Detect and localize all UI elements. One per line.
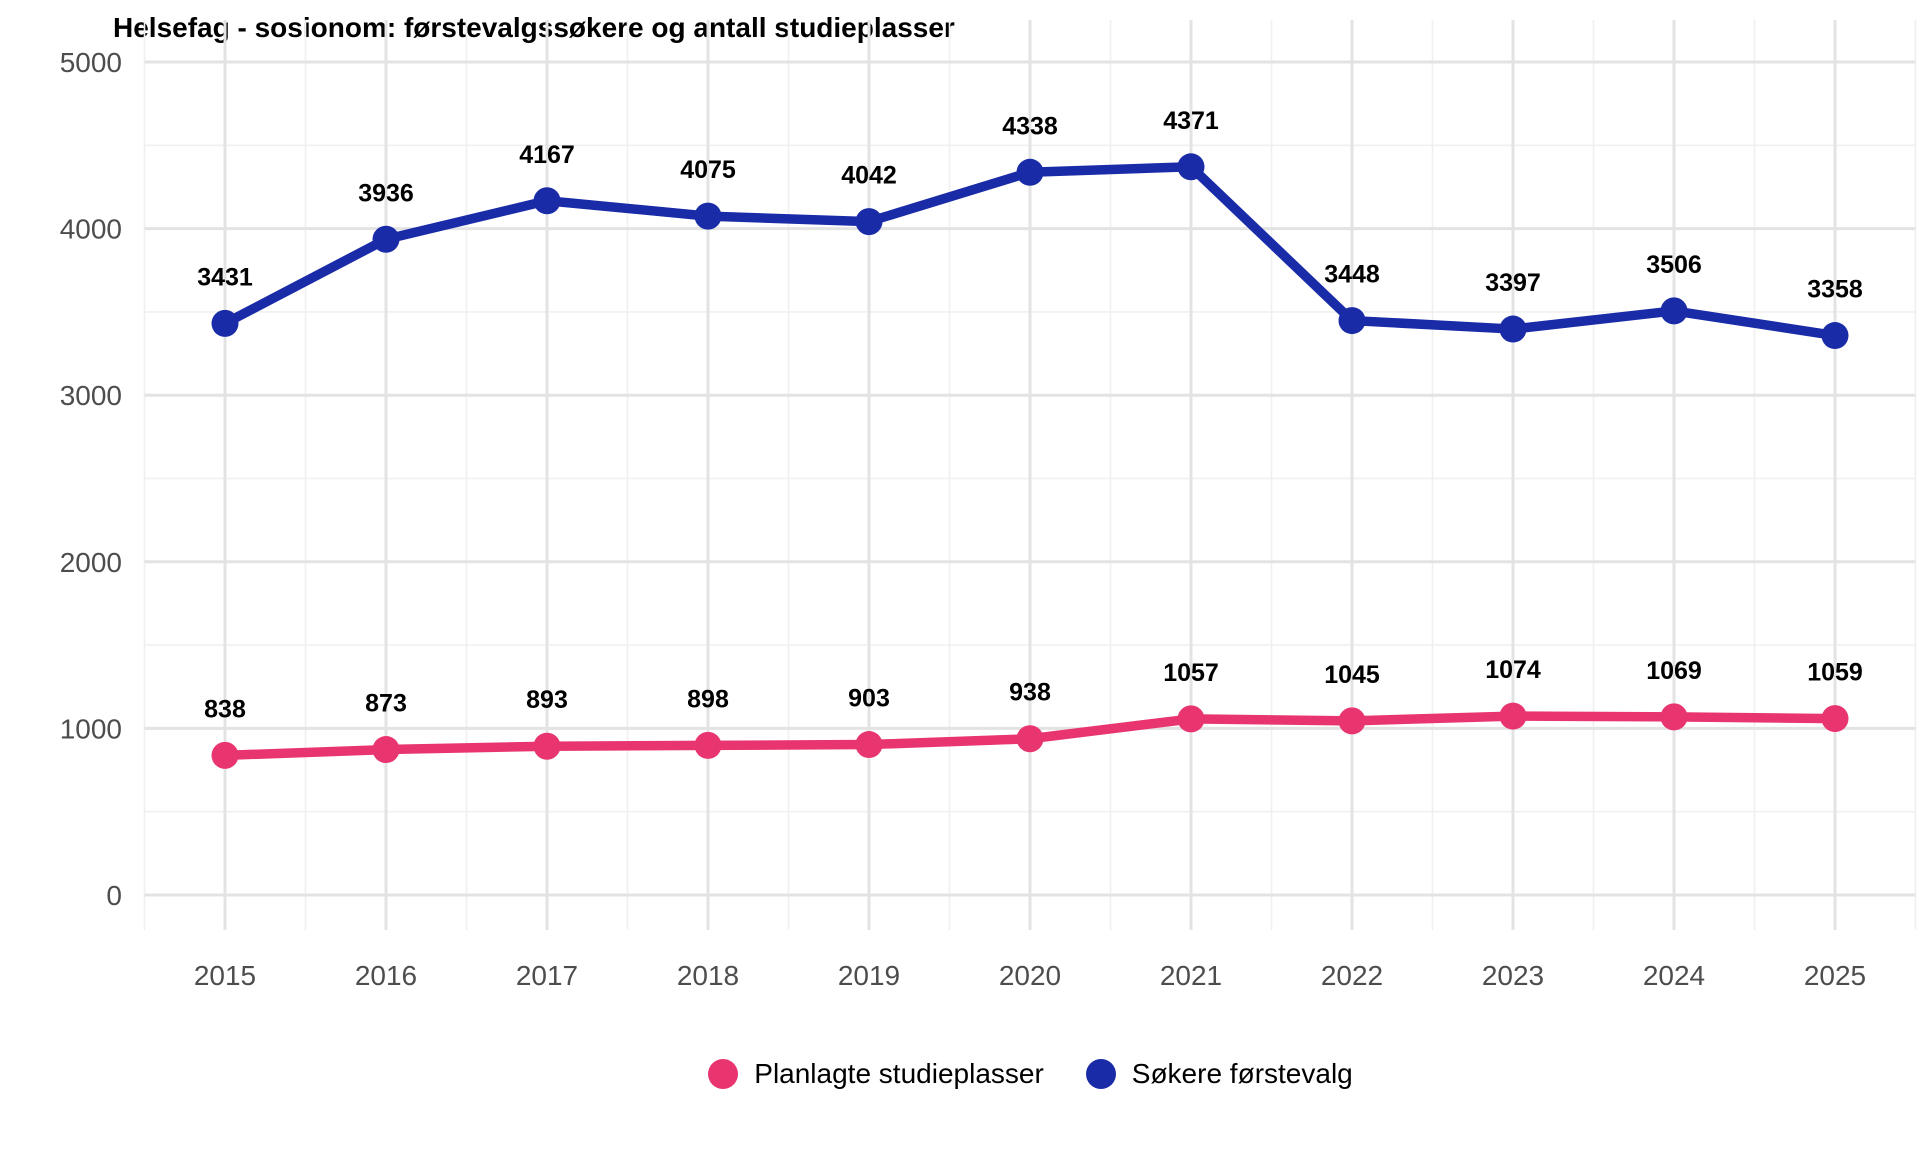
data-point-1-2024 (1660, 297, 1688, 325)
x-axis-tick-label: 2017 (516, 960, 578, 991)
data-point-label-0-2020: 938 (1009, 679, 1051, 707)
data-point-0-2022 (1338, 707, 1366, 735)
data-point-label-1-2017: 4167 (519, 141, 575, 169)
y-axis-tick-label: 0 (106, 880, 122, 911)
y-axis-tick-label: 3000 (60, 380, 122, 411)
data-point-label-1-2021: 4371 (1163, 107, 1219, 135)
x-axis-tick-label: 2025 (1804, 960, 1866, 991)
data-point-1-2021 (1177, 153, 1205, 181)
legend-swatch-icon (708, 1059, 739, 1089)
chart-title: Helsefag - sosionom: førstevalgssøkere o… (113, 12, 955, 43)
data-point-label-0-2016: 873 (365, 690, 407, 718)
data-point-0-2017 (533, 732, 561, 760)
data-point-label-1-2023: 3397 (1485, 269, 1541, 297)
data-point-label-1-2022: 3448 (1324, 261, 1380, 289)
x-axis-tick-label: 2021 (1160, 960, 1222, 991)
data-point-label-0-2018: 898 (687, 685, 729, 713)
x-axis-tick-label: 2024 (1643, 960, 1705, 991)
data-point-0-2021 (1177, 705, 1205, 733)
data-point-0-2016 (372, 736, 400, 764)
data-point-1-2020 (1016, 158, 1044, 186)
legend-label: Planlagte studieplasser (754, 1058, 1044, 1089)
data-point-0-2020 (1016, 725, 1044, 753)
x-axis-tick-label: 2018 (677, 960, 739, 991)
y-axis-tick-label: 4000 (60, 214, 122, 245)
data-point-0-2023 (1499, 702, 1527, 730)
data-point-label-1-2016: 3936 (358, 179, 414, 207)
chart-legend: Planlagte studieplasser Søkere førstevalg (145, 1058, 1916, 1090)
data-point-1-2016 (372, 225, 400, 253)
data-point-label-1-2018: 4075 (680, 156, 736, 184)
data-point-label-0-2025: 1059 (1807, 659, 1863, 687)
data-point-label-1-2020: 4338 (1002, 112, 1058, 140)
y-axis-tick-label: 2000 (60, 547, 122, 578)
data-point-label-1-2019: 4042 (841, 162, 897, 190)
y-axis-tick-label: 5000 (60, 47, 122, 78)
data-point-0-2018 (694, 731, 722, 759)
data-point-1-2019 (855, 208, 883, 236)
data-point-label-1-2024: 3506 (1646, 251, 1702, 279)
data-point-label-0-2017: 893 (526, 686, 568, 714)
data-point-label-1-2025: 3358 (1807, 276, 1863, 304)
data-point-label-0-2021: 1057 (1163, 659, 1219, 687)
data-point-label-1-2015: 3431 (197, 263, 253, 291)
x-axis-tick-label: 2015 (194, 960, 256, 991)
legend-label: Søkere førstevalg (1131, 1058, 1353, 1089)
x-axis-tick-label: 2023 (1482, 960, 1544, 991)
legend-swatch-icon (1085, 1059, 1116, 1089)
data-point-label-0-2015: 838 (204, 695, 246, 723)
data-point-1-2023 (1499, 315, 1527, 343)
x-axis-tick-label: 2020 (999, 960, 1061, 991)
y-axis-tick-label: 1000 (60, 713, 122, 744)
data-point-1-2017 (533, 187, 561, 215)
data-point-0-2019 (855, 731, 883, 759)
data-point-0-2024 (1660, 703, 1688, 731)
data-point-1-2025 (1821, 322, 1849, 350)
x-axis-tick-label: 2019 (838, 960, 900, 991)
data-point-1-2015 (211, 309, 239, 337)
data-point-1-2018 (694, 202, 722, 230)
legend-item: Søkere førstevalg (1085, 1058, 1353, 1090)
data-point-1-2022 (1338, 307, 1366, 335)
data-point-label-0-2023: 1074 (1485, 656, 1541, 684)
x-axis-tick-label: 2016 (355, 960, 417, 991)
data-point-0-2015 (211, 741, 239, 769)
x-axis-tick-label: 2022 (1321, 960, 1383, 991)
data-point-label-0-2019: 903 (848, 685, 890, 713)
data-point-0-2025 (1821, 705, 1849, 733)
data-point-label-0-2022: 1045 (1324, 661, 1380, 689)
data-point-label-0-2024: 1069 (1646, 657, 1702, 685)
legend-item: Planlagte studieplasser (708, 1058, 1044, 1090)
